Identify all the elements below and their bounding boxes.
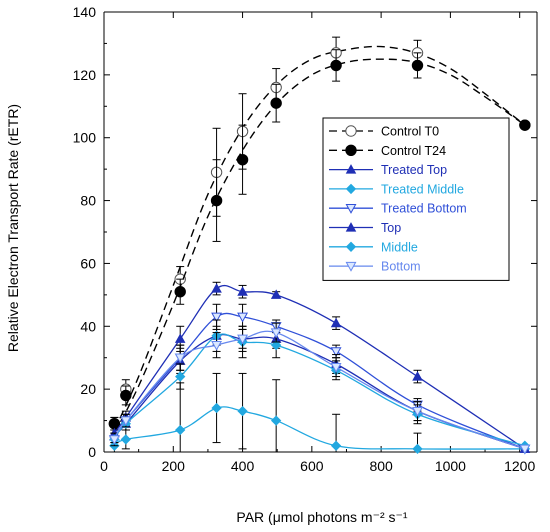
data-point: [211, 312, 223, 323]
y-tick-label: 100: [73, 130, 97, 146]
data-point: [174, 286, 186, 298]
data-point: [237, 405, 248, 417]
legend-label: Treated Bottom: [381, 202, 467, 216]
data-point: [412, 443, 423, 455]
x-tick-label: 800: [369, 458, 393, 474]
data-point: [174, 353, 186, 364]
data-point: [120, 416, 132, 427]
legend-swatch-marker: [345, 261, 357, 272]
data-point: [211, 283, 222, 293]
legend-swatch-marker: [345, 144, 357, 157]
legend-label: Treated Middle: [381, 182, 464, 196]
x-tick-label: 1200: [504, 458, 535, 474]
legend-box: [322, 117, 510, 281]
data-point: [411, 59, 424, 72]
series-line: [113, 58, 526, 434]
data-point: [270, 328, 282, 339]
data-point: [108, 435, 120, 446]
data-point: [211, 402, 222, 414]
data-point: [330, 347, 342, 358]
x-tick-label: 200: [162, 458, 186, 474]
y-tick-label: 80: [80, 193, 96, 209]
y-tick-label: 60: [80, 255, 96, 271]
series-7: [108, 322, 531, 455]
plot-area: 0 20 40 60 80 100 120 140 0 200 400 600 800 1000 1200: [73, 4, 538, 474]
series-line: [113, 45, 526, 431]
x-tick-label: 400: [231, 458, 255, 474]
data-point: [330, 317, 342, 328]
legend-label: Top: [381, 221, 401, 235]
y-tick-label: 0: [88, 444, 96, 460]
legend-swatch-marker: [345, 125, 357, 137]
legend-swatch-marker: [345, 222, 357, 232]
data-point: [270, 339, 282, 351]
data-point: [175, 371, 186, 382]
legend-label: Control T0: [381, 125, 439, 139]
data-point: [120, 389, 132, 402]
data-point: [412, 371, 423, 381]
legend: Control T0 Control T24 Treated Top Treated …: [322, 117, 510, 281]
data-point: [519, 444, 531, 455]
y-tick-label: 40: [80, 318, 96, 334]
legend-label: Control T24: [381, 144, 446, 158]
x-tick-label: 1000: [435, 458, 466, 474]
data-point: [120, 434, 131, 445]
legend-swatch-marker: [345, 241, 357, 252]
series-line: [113, 333, 526, 447]
data-point: [270, 97, 282, 109]
x-tick-label: 0: [100, 458, 108, 474]
series-line: [113, 312, 526, 450]
data-point: [237, 312, 249, 323]
series-1: [108, 49, 531, 434]
y-tick-label: 140: [73, 4, 97, 20]
y-tick-label: 20: [80, 381, 96, 397]
data-point: [330, 440, 342, 451]
legend-swatch-marker: [345, 164, 357, 174]
data-point: [237, 286, 248, 296]
data-point: [236, 154, 249, 166]
data-point: [412, 406, 423, 417]
y-tick-label: 120: [73, 67, 97, 83]
data-point: [270, 415, 282, 426]
data-point: [330, 59, 342, 72]
legend-swatch-marker: [345, 204, 357, 214]
data-point: [519, 119, 531, 131]
y-axis-title: Relative Electron Transport Rate (rETR): [5, 104, 21, 352]
data-point: [270, 289, 282, 299]
data-point: [174, 333, 186, 343]
x-tick-label: 600: [300, 458, 324, 474]
data-point: [211, 340, 223, 351]
data-point: [330, 362, 342, 373]
x-axis-title: PAR (μmol photons m⁻² s⁻¹: [236, 509, 408, 525]
data-point: [175, 424, 186, 436]
legend-swatch-marker: [345, 183, 357, 195]
legend-label: Treated Top: [381, 163, 447, 177]
legend-label: Bottom: [381, 260, 421, 274]
legend-label: Middle: [381, 240, 418, 254]
data-point: [210, 194, 223, 207]
data-point: [237, 334, 249, 345]
